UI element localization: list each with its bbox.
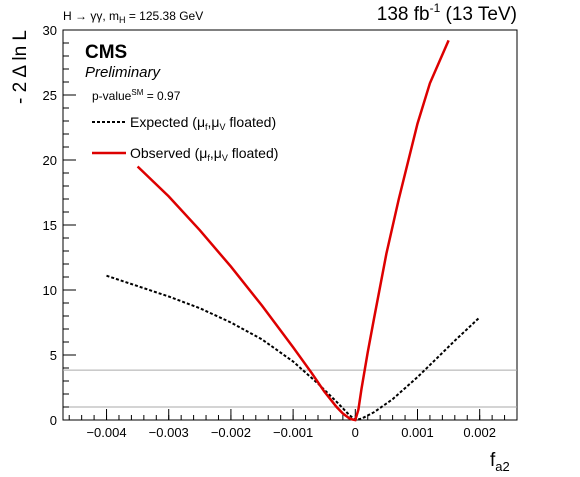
y-tick-label: 10 [43, 283, 57, 298]
x-tick-label: −0.003 [149, 425, 189, 440]
y-tick-label: 15 [43, 218, 57, 233]
x-tick-label: −0.001 [273, 425, 313, 440]
y-tick-label: 0 [50, 413, 57, 428]
x-axis-title: fa2 [490, 450, 510, 474]
y-axis: 0 5 10 15 20 25 30 [43, 23, 76, 428]
y-tick-label: 30 [43, 23, 57, 38]
y-tick-label: 25 [43, 88, 57, 103]
y-tick-label: 5 [50, 348, 57, 363]
luminosity-label: 138 fb-1 (13 TeV) [377, 1, 517, 25]
reference-lines [63, 369, 517, 408]
x-tick-label: 0.001 [401, 425, 434, 440]
y-axis-title: - 2 Δ ln L [10, 30, 31, 104]
experiment-label: CMS [85, 42, 127, 63]
pvalue-label: p-valueSM = 0.97 [92, 88, 181, 103]
series-line-expected [106, 274, 481, 422]
legend-label-expected: Expected (μf,μV floated) [130, 114, 276, 132]
legend: Expected (μf,μV floated) Observed (μf,μV… [92, 114, 278, 163]
series [106, 39, 481, 422]
legend-label-observed: Observed (μf,μV floated) [130, 145, 278, 163]
x-tick-label: 0.002 [463, 425, 496, 440]
x-axis: −0.004 −0.003 −0.002 −0.001 0 0.001 0.002 [68, 409, 518, 440]
x-tick-label: −0.002 [211, 425, 251, 440]
process-label: H → γγ, mH = 125.38 GeV [63, 9, 203, 25]
x-tick-label: 0 [352, 425, 359, 440]
y-tick-label: 20 [43, 153, 57, 168]
status-label: Preliminary [85, 64, 162, 81]
x-tick-label: −0.004 [86, 425, 126, 440]
series-line-observed [136, 39, 450, 422]
